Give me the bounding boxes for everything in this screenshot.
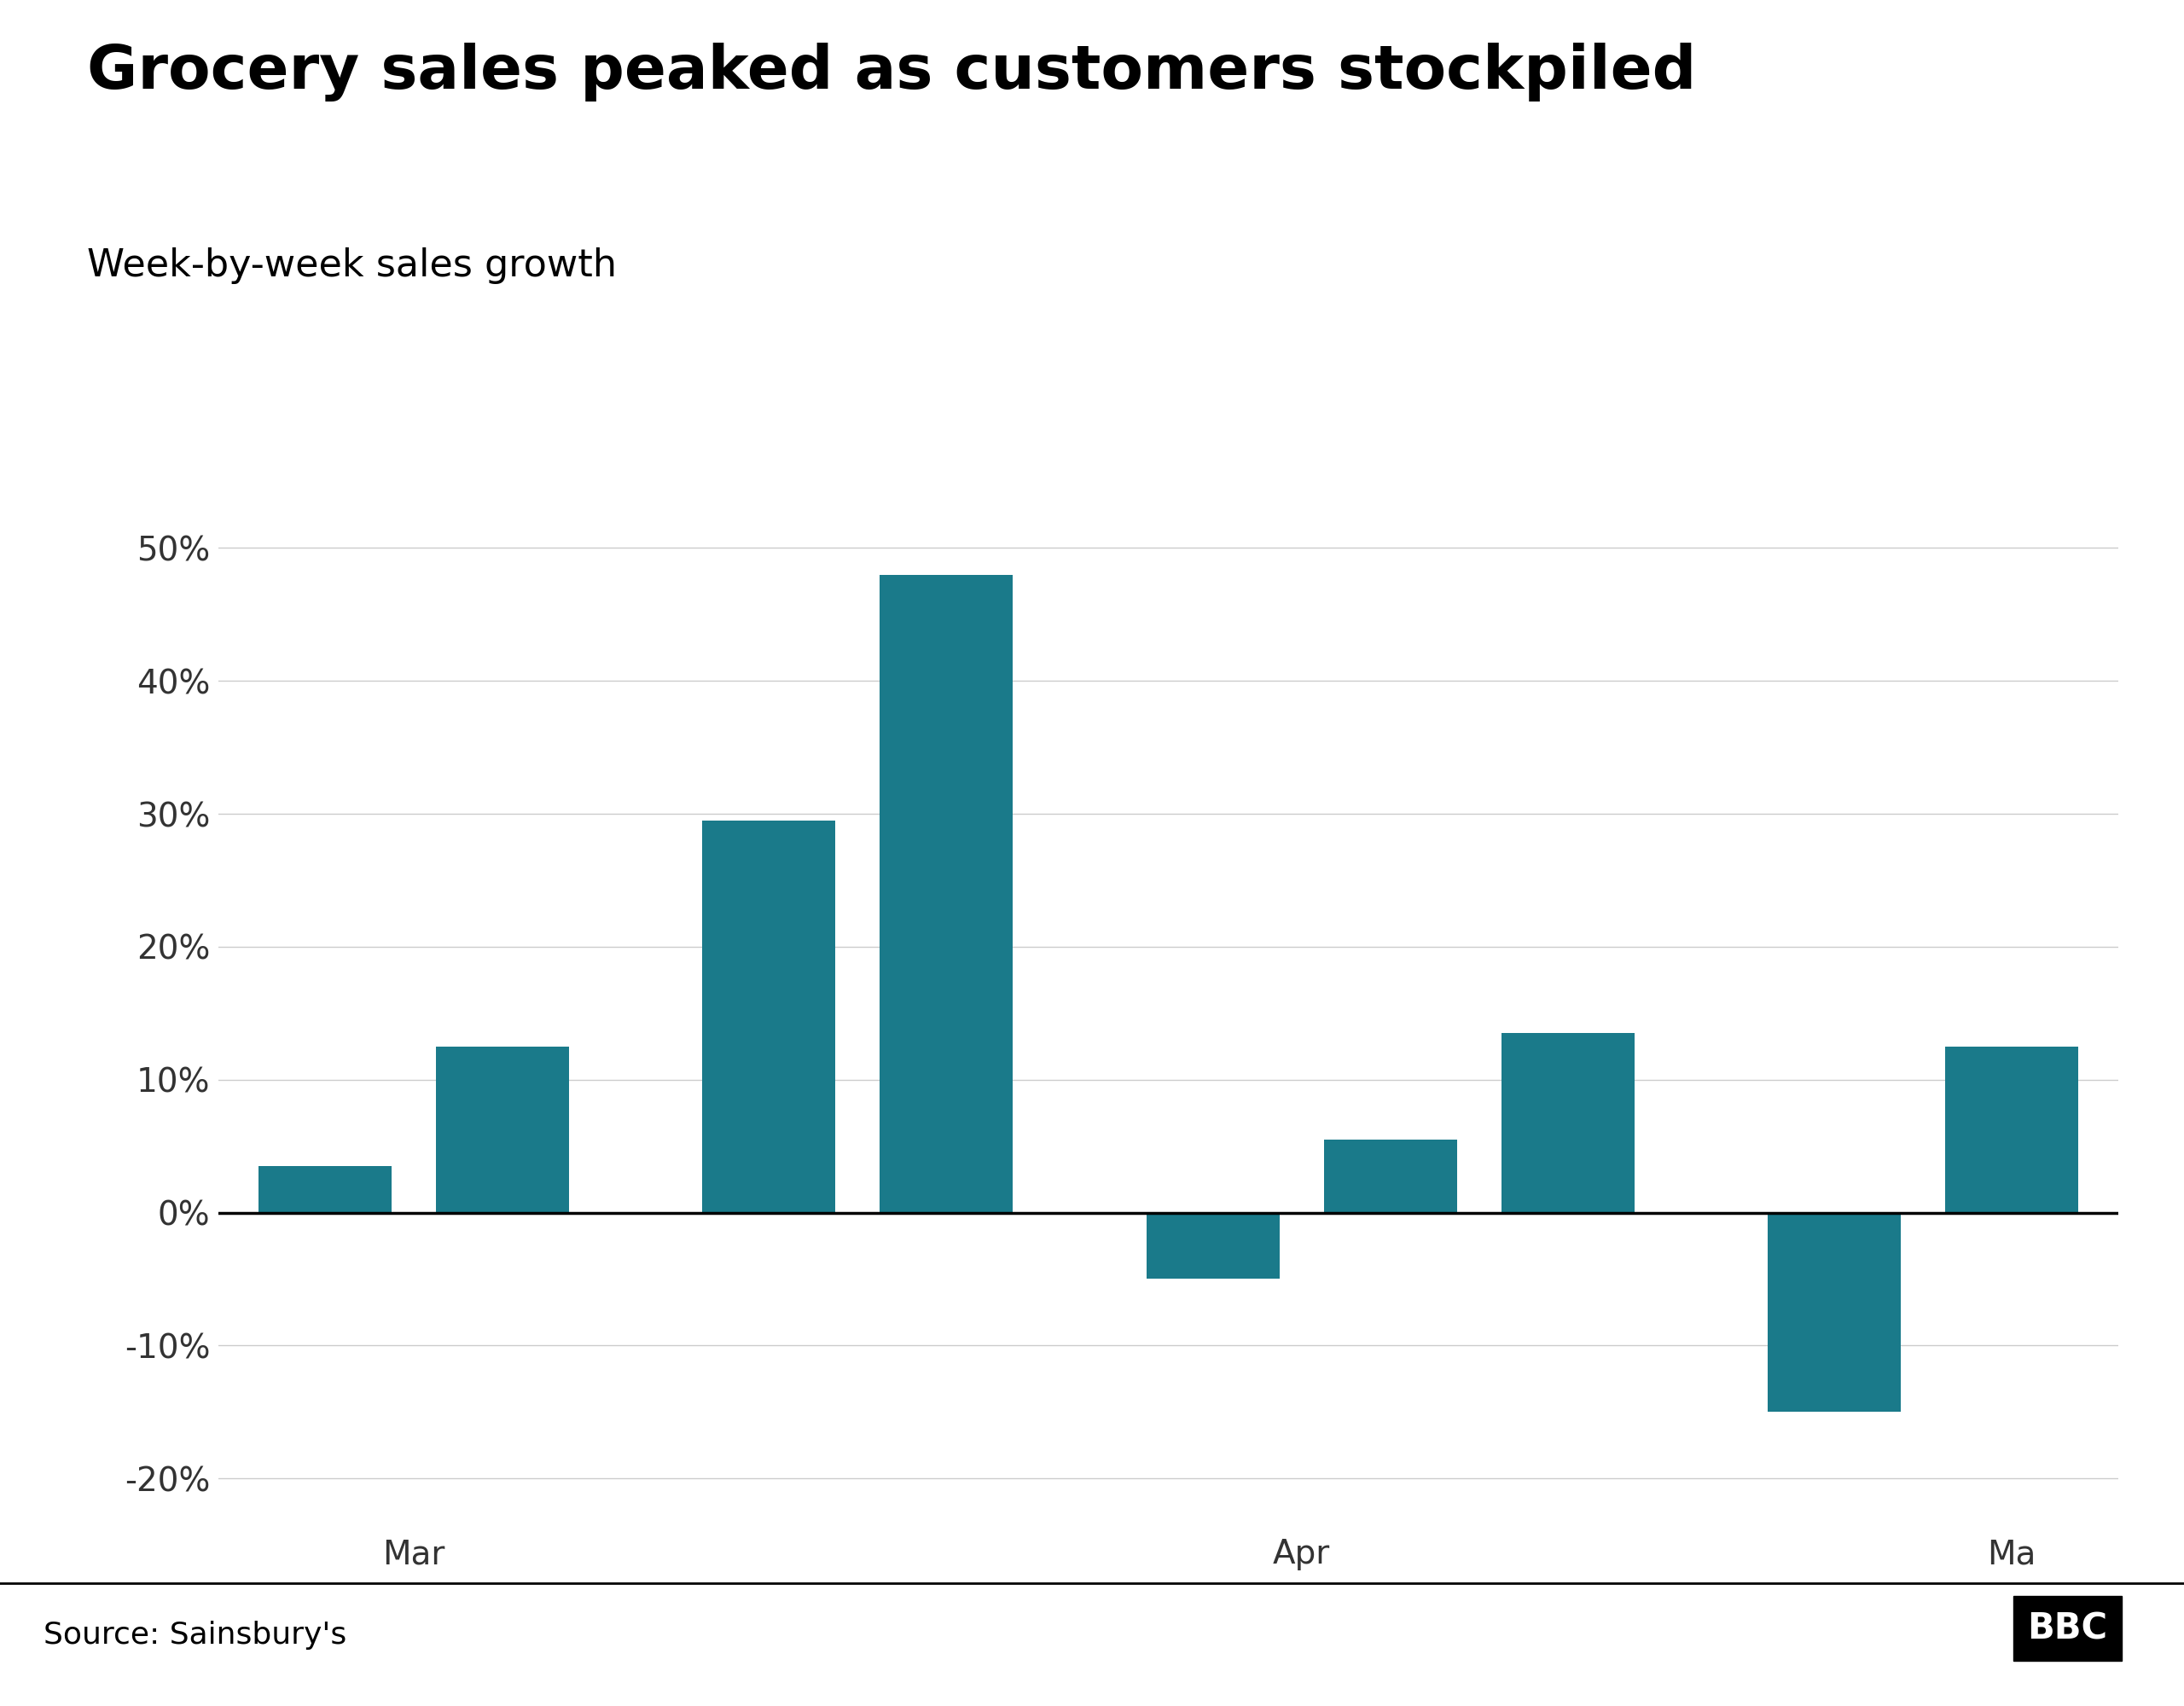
Bar	[1324, 1140, 1457, 1213]
Bar	[703, 821, 836, 1213]
Text: Week-by-week sales growth: Week-by-week sales growth	[87, 247, 618, 283]
Bar	[437, 1046, 570, 1213]
Text: BBC: BBC	[2027, 1610, 2108, 1646]
Bar	[1767, 1213, 1900, 1413]
Text: Mar: Mar	[382, 1539, 446, 1571]
Text: Ma: Ma	[1987, 1539, 2035, 1571]
Bar	[258, 1167, 391, 1213]
Text: Grocery sales peaked as customers stockpiled: Grocery sales peaked as customers stockp…	[87, 43, 1697, 102]
Bar	[880, 575, 1013, 1213]
Bar	[1500, 1034, 1634, 1213]
Bar	[1147, 1213, 1280, 1280]
Text: Apr: Apr	[1273, 1539, 1330, 1571]
Bar	[1946, 1046, 2079, 1213]
Text: Source: Sainsbury's: Source: Sainsbury's	[44, 1621, 347, 1650]
